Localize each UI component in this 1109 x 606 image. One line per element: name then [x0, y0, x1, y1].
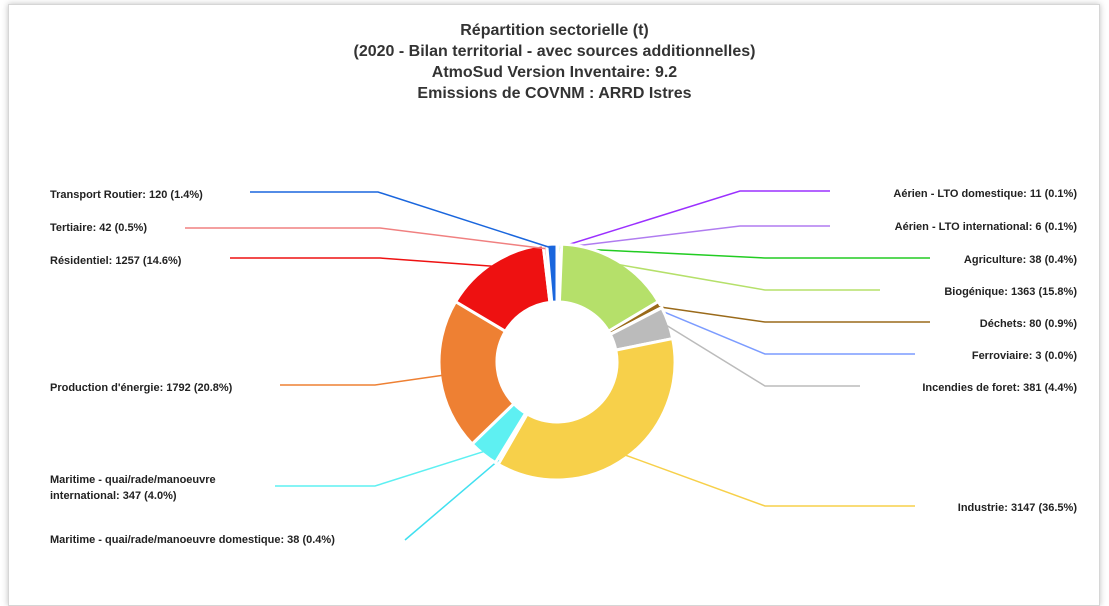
slice-label: Ferroviaire: 3 (0.0%)	[971, 350, 1077, 362]
leader-line	[664, 323, 860, 387]
chart-title: Emissions de COVNM : ARRD Istres	[417, 85, 692, 102]
slice-label: Tertiaire: 42 (0.5%)	[50, 222, 148, 234]
slice-label: Maritime - quai/rade/manoeuvre domestiqu…	[50, 534, 335, 546]
chart-title: Répartition sectorielle (t)	[460, 22, 649, 39]
donut-slice	[496, 336, 677, 482]
slice-label: Biogénique: 1363 (15.8%)	[944, 286, 1077, 298]
donut-slice	[545, 242, 559, 304]
slice-label: Production d'énergie: 1792 (20.8%)	[50, 382, 233, 394]
slice-label: Maritime - quai/rade/manoeuvre internati…	[50, 474, 216, 502]
leader-line	[623, 453, 915, 507]
slice-label: Incendies de foret: 381 (4.4%)	[922, 382, 1077, 394]
slice-label: Agriculture: 38 (0.4%)	[963, 254, 1077, 266]
slice-label: Aérien - LTO international: 6 (0.1%)	[894, 221, 1077, 233]
slice-label: Transport Routier: 120 (1.4%)	[50, 189, 203, 201]
donut-slice	[437, 299, 516, 447]
leader-line	[558, 225, 830, 249]
slice-label: Déchets: 80 (0.9%)	[979, 318, 1077, 330]
leader-line	[559, 247, 930, 259]
leader-line	[185, 227, 546, 250]
slice-label: Industrie: 3147 (36.5%)	[957, 502, 1077, 514]
chart-title: AtmoSud Version Inventaire: 9.2	[431, 64, 678, 81]
leader-line	[250, 191, 553, 249]
leader-line	[657, 308, 915, 355]
leader-line	[656, 305, 930, 323]
slice-label: Résidentiel: 1257 (14.6%)	[50, 255, 182, 267]
leader-line	[275, 450, 486, 487]
leader-line	[230, 257, 495, 268]
leader-line	[404, 459, 500, 541]
leader-line	[280, 374, 444, 386]
chart-title: (2020 - Bilan territorial - avec sources…	[353, 43, 756, 60]
leader-line	[615, 263, 880, 291]
slice-label: Aérien - LTO domestique: 11 (0.1%)	[893, 188, 1077, 200]
leader-line	[557, 190, 830, 249]
frame	[8, 4, 1100, 606]
